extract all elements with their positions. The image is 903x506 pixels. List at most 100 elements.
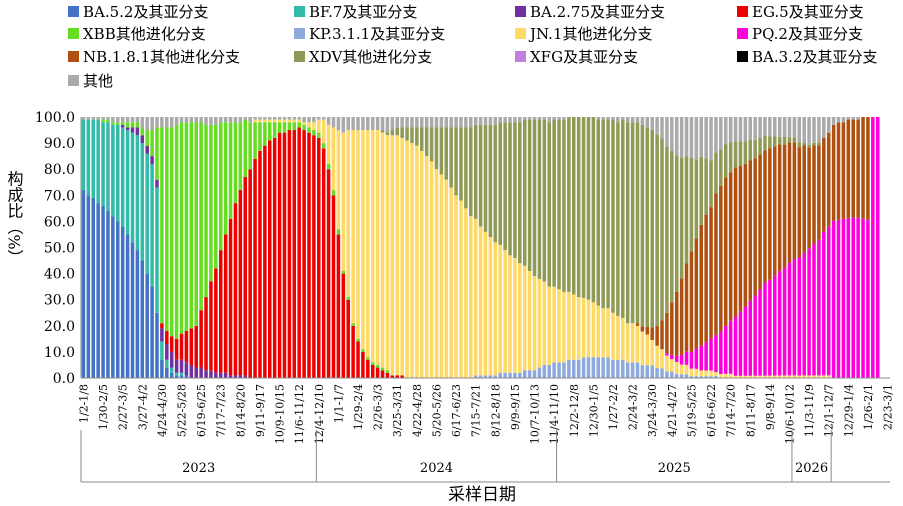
bar-segment [317, 117, 321, 120]
bar-segment [228, 375, 233, 378]
bar-column [410, 117, 414, 378]
bar-segment [856, 217, 860, 378]
bar-segment [797, 375, 802, 378]
legend-item: PQ.2及其亚分支 [737, 25, 863, 43]
bar-segment [209, 281, 213, 371]
bar-segment [522, 119, 527, 266]
bar-segment [787, 375, 792, 378]
bar-column [768, 117, 772, 378]
bar-segment [674, 155, 679, 292]
bar-segment [694, 117, 699, 160]
bar-segment [101, 122, 105, 206]
bar-segment [420, 117, 424, 128]
bar-segment [317, 132, 321, 138]
bar-column [591, 117, 596, 378]
bar-column [135, 117, 140, 378]
bar-segment [567, 359, 571, 378]
bar-segment [684, 117, 689, 157]
bar-segment [738, 375, 743, 378]
bar-segment [743, 375, 748, 378]
bar-segment [625, 117, 630, 123]
legend-swatch [515, 6, 526, 17]
bar-column [174, 117, 179, 378]
bar-segment [135, 135, 140, 251]
x-tick-label: 10/9-10/15 [274, 384, 287, 444]
bar-segment [826, 132, 831, 227]
bar-segment [616, 122, 620, 316]
bar-segment [287, 117, 292, 120]
bar-segment [277, 119, 282, 123]
bar-segment [321, 148, 326, 378]
bar-segment [405, 117, 409, 128]
bar-segment [503, 117, 507, 123]
bar-segment [807, 144, 811, 148]
bar-segment [150, 117, 154, 131]
bar-segment [120, 127, 125, 227]
bar-segment [581, 117, 586, 298]
bar-segment [576, 117, 581, 298]
bar-segment [763, 135, 767, 151]
bar-segment [719, 373, 723, 378]
bar-segment [503, 372, 507, 378]
x-tick-label: 9/11-9/17 [254, 384, 267, 437]
bar-segment [773, 275, 777, 376]
bar-segment [817, 239, 821, 376]
bar-segment [621, 359, 625, 378]
bar-segment [596, 305, 601, 358]
bar-column [351, 117, 355, 378]
bar-segment [199, 367, 203, 378]
bar-segment [714, 376, 718, 378]
bar-segment [478, 226, 483, 376]
bar-column [439, 117, 444, 378]
bar-column [184, 117, 189, 378]
bar-segment [674, 117, 679, 156]
bar-segment [140, 260, 145, 378]
bar-segment [120, 226, 125, 378]
bar-segment [831, 220, 836, 378]
bar-segment [660, 368, 664, 378]
bar-segment [179, 359, 184, 373]
bar-segment [714, 334, 718, 373]
bar-segment [258, 150, 262, 378]
bar-segment [812, 375, 816, 378]
bar-segment [429, 161, 434, 378]
bar-segment [424, 117, 429, 128]
bar-segment [674, 291, 679, 356]
bar-column [253, 117, 257, 378]
bar-segment [459, 127, 463, 201]
bar-segment [243, 119, 248, 178]
bar-segment [488, 117, 493, 125]
bar-column [321, 117, 326, 378]
bar-segment [331, 127, 336, 191]
bar-column [125, 117, 130, 378]
bar-column [199, 117, 203, 378]
bar-segment [621, 117, 625, 120]
bar-segment [130, 242, 135, 378]
bar-segment [439, 127, 444, 175]
bar-column [875, 117, 880, 378]
bar-segment [719, 185, 723, 332]
bar-segment [591, 357, 596, 378]
bar-segment [326, 124, 331, 164]
bar-segment [508, 122, 512, 256]
bar-segment [684, 364, 689, 375]
bar-segment [400, 117, 404, 128]
bar-segment [807, 117, 811, 145]
bar-segment [321, 143, 326, 149]
bar-segment [689, 158, 694, 252]
bar-segment [385, 372, 390, 378]
bar-segment [184, 375, 189, 378]
bar-segment [846, 217, 851, 378]
bar-segment [375, 117, 380, 131]
bar-segment [366, 130, 370, 358]
bar-column [169, 117, 174, 378]
bar-segment [277, 122, 282, 133]
bar-segment [125, 234, 130, 378]
x-tick-label: 7/17-7/23 [215, 384, 228, 437]
bar-column [375, 117, 380, 378]
bar-column [733, 117, 738, 378]
bar-segment [248, 169, 252, 378]
bar-segment [165, 367, 169, 378]
bar-segment [748, 160, 753, 301]
bar-segment [209, 370, 213, 378]
